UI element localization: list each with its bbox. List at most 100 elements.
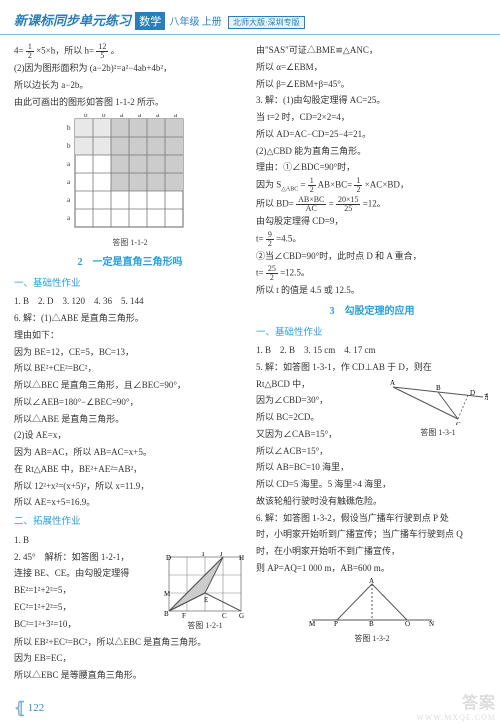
text-line: t= 92 =4.5。 [256,231,488,248]
text-line: 在 Rt△ABE 中，BE²+AE²=AB²， [14,462,246,478]
svg-text:G: G [239,612,244,618]
right-column: 由"SAS"可证△BME≌△ANC， 所以 α=∠EBM， 所以 β=∠EBM+… [256,43,488,685]
text-line: 由勾股定理得 CD=9， [256,214,488,230]
book-label: 上册 [202,17,222,28]
svg-text:D: D [470,389,475,397]
svg-text:B: B [164,610,169,618]
subsection-title: 一、基础性作业 [14,276,246,293]
text-line: (2)△CBD 能为直角三角形。 [256,144,488,160]
text-line: 所以∠AEB=180°−∠BEC=90°， [14,395,246,411]
svg-text:P: P [334,620,338,626]
text-line: 故该轮船行驶时没有触礁危险。 [256,494,488,510]
text-line: ②当∠CBD=90°时，此时点 D 和 A 重合， [256,249,488,265]
figure-triangle: DI JH MF EC GB 答图 1-2-1 [164,552,246,633]
figure-caption: 答图 1-2-1 [164,619,246,633]
text: =12.5。 [280,268,310,278]
page-value: 122 [28,702,45,714]
text-line: 所以 β=∠EBM+β=45°。 [256,77,488,93]
text-line: 所以 BE²+CE²=BC²， [14,361,246,377]
page-number: ⦃ 122 [14,698,44,718]
text-line: 所以 α=∠EBM， [256,60,488,76]
text-line: 所以 AD=AC−CD=25−4=21。 [256,127,488,143]
text-line: 因为 EB=EC， [14,651,246,667]
text-line: 1. B [14,533,246,549]
svg-text:C: C [456,421,461,425]
text-line: 5. 解：如答图 1-3-1，作 CD⊥AB 于 D，则在 [256,360,488,376]
svg-text:a: a [138,114,142,119]
text-line: 所以 BD= AB×BCAC = 20×1525 =12。 [256,196,488,213]
text: 因为 S [256,180,281,190]
text-line: 所以 EB²+EC²=BC²，所以△EBC 是直角三角形。 [14,635,246,651]
text-line: 6. 解：(1)△ABE 是直角三角形。 [14,311,246,327]
subsection-title: 一、基础性作业 [256,325,488,342]
text-line: 所以△ABE 是直角三角形。 [14,412,246,428]
text-line: (2)设 AE=x， [14,428,246,444]
text-line: 4= 12 ×5×h，所以 h= 125 。 [14,43,246,60]
text: 所以 BD= [256,198,294,208]
tri132-svg: A M P B Q N [307,578,437,626]
section-title: 3 勾股定理的应用 [256,303,488,321]
text: =12。 [363,198,386,208]
text: 4= [14,46,24,56]
grid-svg: bb aa aa bb aa aa [65,114,195,234]
svg-text:A: A [369,578,374,585]
figure-lines: A 东 C B D 答图 1-3-1 [388,379,488,440]
watermark-url: WWW.MXQE.COM [416,713,496,722]
svg-text:H: H [239,554,244,562]
text: t= [256,268,264,278]
section-title: 2 一定是直角三角形吗 [14,254,246,272]
watermark-main: 答案 [416,689,496,713]
series-title: 新课标同步单元练习 [14,13,131,28]
page-header: 新课标同步单元练习 数学 八年级 上册 北师大版·深圳专版 [0,0,500,35]
text-line: 所以△BEC 是直角三角形，且∠BEC=90°， [14,378,246,394]
svg-text:a: a [120,114,124,119]
text-line: 1. B 2. B 3. 15 cm 4. 17 cm [256,343,488,359]
subsection-title: 二、拓展性作业 [14,514,246,531]
text-line: 由"SAS"可证△BME≌△ANC， [256,43,488,59]
fraction: 12 [308,177,316,194]
content-columns: 4= 12 ×5×h，所以 h= 125 。 (2)因为图形面积为 (a−2b)… [0,35,500,685]
svg-text:b: b [84,114,88,119]
svg-text:M: M [309,620,316,626]
svg-text:A: A [390,379,395,387]
svg-text:B: B [369,620,374,626]
text-line: 3. 解：(1)由勾股定理得 AC=25。 [256,93,488,109]
text: = [329,198,334,208]
svg-text:a: a [67,178,71,186]
text-line: 当 t=2 时，CD=2×2=4， [256,110,488,126]
fraction: AB×BCAC [296,196,326,213]
text: ×AC×BD， [365,180,409,190]
watermark: 答案 WWW.MXQE.COM [416,689,496,722]
svg-text:a: a [67,160,71,168]
text-line: 所以 CD=5 海里。5 海里>4 海里， [256,477,488,493]
text-line: 所以 AE=x+5=16.9。 [14,495,246,511]
svg-text:F: F [182,612,186,618]
grade-label: 八年级 [170,17,200,28]
text-line: 时，在小明家开始听不到广播宣传， [256,544,488,560]
text-line: 所以 AB=BC=10 海里， [256,460,488,476]
text: 。 [111,46,120,56]
svg-text:B: B [436,384,441,392]
subject-badge: 数学 [135,12,165,30]
fraction: 20×1525 [336,196,361,213]
fraction: 12 [354,177,362,194]
text-line: t= 252 =12.5。 [256,265,488,282]
text-line: 所以∠ACB=15°， [256,444,488,460]
text-line: (2)因为图形面积为 (a−2b)²=a²−4ab+4b²， [14,61,246,77]
svg-text:b: b [102,114,106,119]
svg-text:b: b [67,142,71,150]
svg-text:C: C [222,612,227,618]
fraction: 125 [96,43,108,60]
figure-caption: 答图 1-1-2 [65,236,195,250]
text: =4.5。 [276,233,301,243]
text-line: 所以△EBC 是等腰直角三角形。 [14,668,246,684]
svg-text:a: a [67,196,71,204]
figure-grid: bb aa aa bb aa aa 答图 1-1-2 [65,114,195,250]
publisher-tag: 北师大版·深圳专版 [228,16,305,29]
svg-text:N: N [429,620,434,626]
fraction: 12 [26,43,34,60]
text-line: 所以 12²+x²=(x+5)²，所以 x=11.9， [14,479,246,495]
fraction: 92 [266,231,274,248]
text-line: 1. B 2. D 3. 120 4. 36 5. 144 [14,294,246,310]
text-line: 6. 解：如答图 1-3-2，假设当广播车行驶到点 P 处 [256,511,488,527]
